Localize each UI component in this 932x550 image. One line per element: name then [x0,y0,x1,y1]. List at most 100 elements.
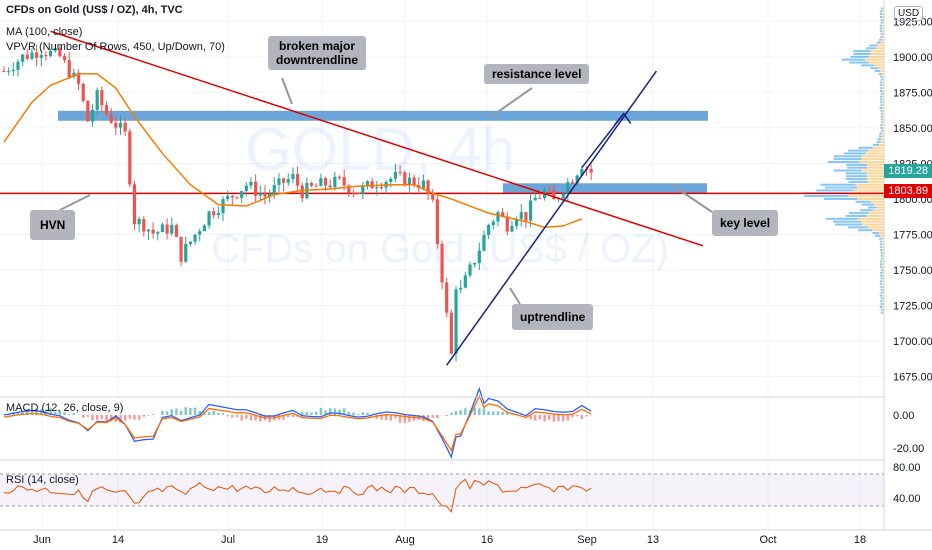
x-tick-label: Jun [33,534,51,546]
x-tick-label: 14 [112,534,124,546]
candle-body [39,55,43,58]
vp-bar-down [868,61,884,64]
callout-hvn[interactable]: HVN [30,210,76,240]
macd-histogram-bar [552,415,556,422]
candle-body [277,178,281,185]
ma-legend[interactable]: MA (100, close) [6,26,83,38]
macd-histogram-bar [506,411,509,415]
x-tick-label: 13 [647,534,659,546]
vp-bar-up [853,50,871,53]
vp-bar-up [879,237,882,240]
macd-histogram-bar [398,415,402,423]
vp-bar-down [871,200,884,203]
macd-histogram-bar [366,412,369,415]
candle-body [11,69,15,72]
vp-bar-up [880,98,883,101]
candle-body [505,216,509,232]
vp-bar-down [882,89,884,92]
vp-bar-up [875,234,880,237]
level-zones[interactable] [0,110,884,195]
rsi-band [0,474,884,506]
callout-pointer [59,194,91,211]
vp-bar-down [882,24,884,27]
candle-body [49,50,53,56]
vp-bar-up [880,78,883,81]
macd-histogram-bar [35,408,38,415]
vp-bar-down [882,243,884,246]
callout-downtrendline[interactable]: broken major downtrendline [268,36,366,70]
watermark: GOLD, 4h CFDs on Gold (US$ / OZ) [211,116,669,271]
macd-histogram-bar [496,411,500,415]
vp-bar-up [833,169,862,172]
vp-bar-up [872,232,879,235]
rsi-tick-label: 40.00 [893,493,921,505]
candle-body [337,176,342,178]
candle-body [547,189,551,191]
candle-body [528,200,533,221]
candle-body [328,185,332,188]
vp-bar-down [848,195,884,198]
macd-histogram-bar [198,410,201,415]
x-tick-label: Jul [221,534,235,546]
vp-bar-up [879,305,883,308]
candle-body [244,185,248,192]
key-level-price-tag: 1803.89 [884,184,932,198]
macd-histogram-bar [207,411,211,415]
vp-bar-up [880,7,883,10]
vp-bar-down [882,75,884,78]
candle-body [221,199,225,214]
vpvr-legend[interactable]: VPVR (Number Of Rows, 450, Up/Down, 70) [6,41,225,53]
candle-body [370,181,374,189]
macd-histogram-bar [96,415,99,420]
vp-bar-down [857,217,884,220]
rsi-tick-label: 80.00 [893,462,921,474]
candle-body [114,122,118,128]
vp-bar-down [868,212,884,215]
rsi-legend[interactable]: RSI (14, close) [6,474,79,486]
candle-body [21,54,25,62]
x-tick-label: 18 [854,534,866,546]
candle-body [570,182,575,184]
vp-bar-up [880,308,883,311]
candle-body [365,181,370,186]
x-tick-label: 19 [316,534,328,546]
callout-resistance-level[interactable]: resistance level [484,64,590,84]
macd-histogram-bar [431,415,434,418]
vp-bar-down [882,18,884,21]
vp-bar-up [848,180,869,183]
vp-bar-down [880,41,884,44]
vp-bar-down [882,311,884,314]
macd-histogram-bar [492,411,495,415]
y-tick-label: 1725.00 [893,300,932,312]
candle-body [379,187,384,189]
vp-bar-down [882,249,884,252]
candle-body [491,221,495,226]
vp-bar-down [882,286,884,289]
candle-body [58,48,62,57]
macd-histogram-bar [268,415,271,423]
vp-bar-down [882,16,884,19]
vp-bar-down [861,223,884,226]
vp-bar-up [865,47,876,50]
candle-body [137,218,141,225]
macd-histogram-bar [338,409,341,415]
vp-bar-up [877,138,882,141]
vp-bar-down [877,67,884,70]
currency-label[interactable]: USD [894,6,924,21]
vp-bar-down [879,70,884,73]
callout-key-level[interactable]: key level [712,210,779,236]
callout-uptrendline[interactable]: uptrendline [512,304,594,330]
candle-body [249,181,253,186]
candle-body [431,194,435,200]
trendlines[interactable] [50,30,713,366]
candle-body [319,178,323,187]
ma-line [3,73,583,229]
candle-body [128,131,132,185]
callout-pointer [491,87,533,117]
candle-body [580,168,584,176]
candle-body [501,212,505,217]
vp-bar-up [876,141,881,144]
macd-legend[interactable]: MACD (12, 26, close, 9) [6,402,124,414]
candle-body [230,195,234,198]
